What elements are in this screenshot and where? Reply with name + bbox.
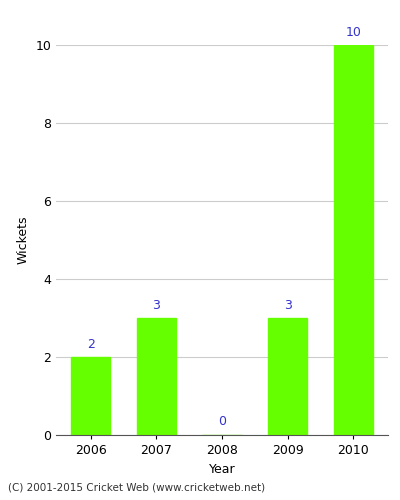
Bar (334, 45, 373, 435)
Text: 10: 10 (345, 26, 361, 39)
Bar (137, 318, 176, 435)
Text: (C) 2001-2015 Cricket Web (www.cricketweb.net): (C) 2001-2015 Cricket Web (www.cricketwe… (8, 482, 265, 492)
Text: 3: 3 (284, 299, 292, 312)
X-axis label: Year: Year (209, 462, 235, 475)
Text: 2: 2 (87, 338, 95, 351)
Y-axis label: Wickets: Wickets (17, 216, 30, 264)
Bar (71, 357, 110, 435)
Text: 3: 3 (152, 299, 160, 312)
Text: 0: 0 (218, 415, 226, 428)
Bar (268, 318, 307, 435)
